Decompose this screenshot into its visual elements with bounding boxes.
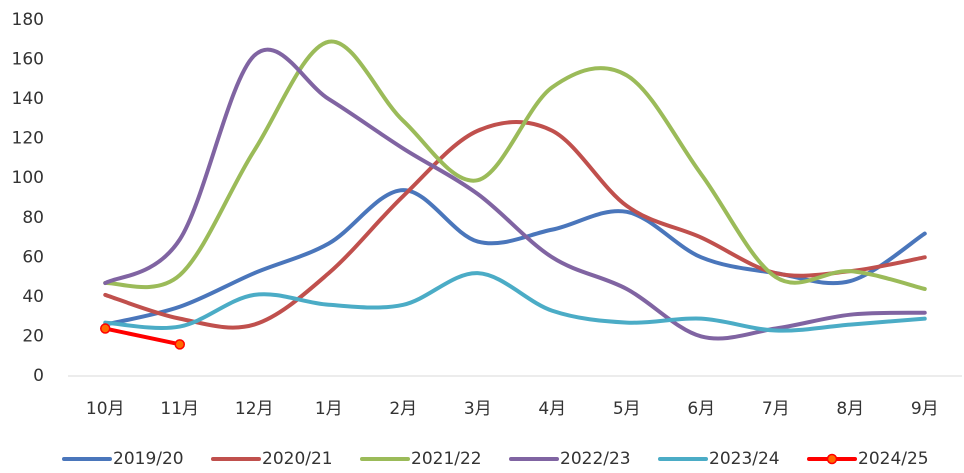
x-tick-label: 4月 xyxy=(538,399,566,419)
legend-label: 2020/21 xyxy=(262,449,333,469)
point-marker xyxy=(174,339,185,350)
legend-marker xyxy=(826,453,838,465)
x-tick-label: 9月 xyxy=(911,399,939,419)
y-tick-label: 100 xyxy=(12,168,44,188)
x-tick-label: 8月 xyxy=(836,399,864,419)
x-tick-label: 1月 xyxy=(315,399,343,419)
x-tick-label: 6月 xyxy=(687,399,715,419)
y-tick-label: 0 xyxy=(33,366,44,386)
y-tick-label: 40 xyxy=(22,287,44,307)
y-tick-label: 180 xyxy=(12,10,44,30)
legend-label: 2022/23 xyxy=(560,449,631,469)
x-tick-label: 11月 xyxy=(160,399,199,419)
y-tick-label: 140 xyxy=(12,89,44,109)
x-tick-label: 5月 xyxy=(613,399,641,419)
legend-label: 2021/22 xyxy=(411,449,482,469)
legend-label: 2024/25 xyxy=(858,449,929,469)
y-tick-label: 20 xyxy=(22,326,44,346)
series-line xyxy=(103,271,927,333)
y-tick-label: 160 xyxy=(12,50,44,70)
x-tick-label: 12月 xyxy=(235,399,274,419)
x-tick-label: 10月 xyxy=(86,399,125,419)
series-line xyxy=(103,120,927,330)
y-tick-label: 120 xyxy=(12,129,44,149)
y-tick-label: 80 xyxy=(22,208,44,228)
x-tick-label: 2月 xyxy=(389,399,417,419)
series-line xyxy=(103,326,182,347)
series-line xyxy=(103,39,927,291)
legend-label: 2023/24 xyxy=(709,449,780,469)
legend-label: 2019/20 xyxy=(113,449,184,469)
y-tick-label: 60 xyxy=(22,247,44,267)
point-marker xyxy=(100,323,111,334)
x-tick-label: 7月 xyxy=(762,399,790,419)
x-tick-label: 3月 xyxy=(464,399,492,419)
